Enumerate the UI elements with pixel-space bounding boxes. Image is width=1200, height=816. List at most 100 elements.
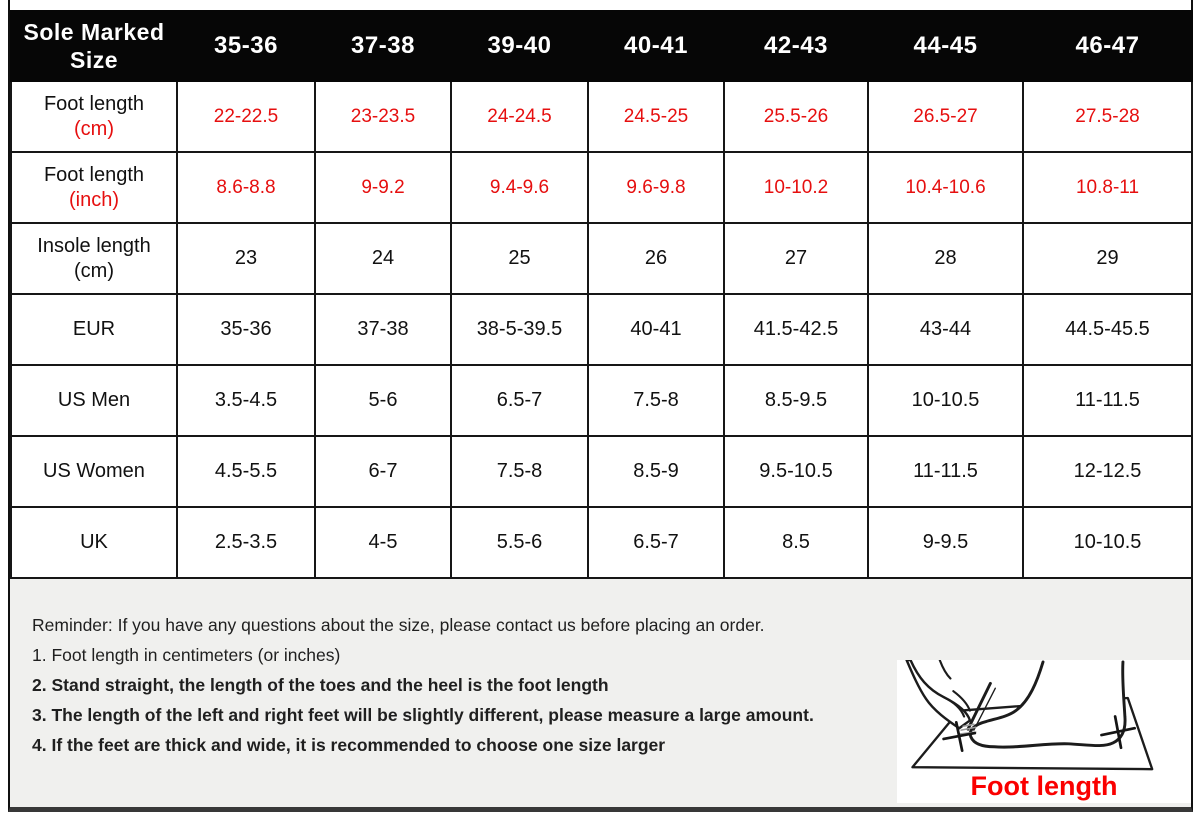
row-label: Foot length (inch) [10,151,178,224]
size-cell: 10.4-10.6 [867,151,1024,224]
size-cell: 4-5 [314,506,452,579]
table-row-foot-length-inch: Foot length (inch) 8.6-8.8 9-9.2 9.4-9.6… [10,151,1193,224]
table-row-uk: UK 2.5-3.5 4-5 5.5-6 6.5-7 8.5 9-9.5 10-… [10,506,1193,579]
table-header-row: Sole Marked Size 35-36 37-38 39-40 40-41… [10,10,1193,82]
size-cell: 24-24.5 [450,80,589,153]
size-cell: 11-11.5 [1022,364,1193,437]
size-cell: 9-9.5 [867,506,1024,579]
table-row-us-women: US Women 4.5-5.5 6-7 7.5-8 8.5-9 9.5-10.… [10,435,1193,508]
size-chart-panel: Sole Marked Size 35-36 37-38 39-40 40-41… [8,0,1193,812]
row-label-text: Insole length [37,234,151,257]
foot-measure-figure: Foot length [897,660,1191,803]
reminder-text: Reminder: If you have any questions abou… [32,615,765,635]
size-cell: 27 [723,222,869,295]
size-cell: 10-10.5 [1022,506,1193,579]
foot-measure-illustration [905,660,1154,771]
size-cell: 8.5-9.5 [723,364,869,437]
corner-header: Sole Marked Size [10,10,178,82]
row-label: UK [10,506,178,579]
size-cell: 44.5-45.5 [1022,293,1193,366]
size-cell: 43-44 [867,293,1024,366]
toe-cross-mark [942,721,977,752]
note-item-4: 4. If the feet are thick and wide, it is… [32,735,666,755]
hand-outline [905,660,972,730]
size-table: Sole Marked Size 35-36 37-38 39-40 40-41… [10,10,1193,579]
size-header: 42-43 [723,10,869,82]
row-label: Insole length (cm) [10,222,178,295]
size-cell: 7.5-8 [450,435,589,508]
size-header: 37-38 [314,10,452,82]
row-label: US Women [10,435,178,508]
size-cell: 26.5-27 [867,80,1024,153]
row-label-unit: (inch) [68,188,119,211]
size-header: 44-45 [867,10,1024,82]
row-label-unit: (cm) [74,117,114,140]
size-cell: 9.5-10.5 [723,435,869,508]
note-item-3: 3. The length of the left and right feet… [32,705,814,725]
size-cell: 35-36 [176,293,316,366]
notes-section: Reminder: If you have any questions abou… [10,579,1191,807]
row-label: US Men [10,364,178,437]
size-cell: 12-12.5 [1022,435,1193,508]
size-header: 35-36 [176,10,316,82]
size-cell: 6.5-7 [450,364,589,437]
size-cell: 5.5-6 [450,506,589,579]
size-cell: 26 [587,222,725,295]
size-cell: 29 [1022,222,1193,295]
heel-cross-mark [1100,715,1136,750]
size-cell: 23-23.5 [314,80,452,153]
row-label: Foot length (cm) [10,80,178,153]
row-label-text: Foot length [43,92,145,115]
table-row-us-men: US Men 3.5-4.5 5-6 6.5-7 7.5-8 8.5-9.5 1… [10,364,1193,437]
size-cell: 28 [867,222,1024,295]
size-cell: 27.5-28 [1022,80,1193,153]
size-cell: 9.6-9.8 [587,151,725,224]
table-row-insole-length: Insole length (cm) 23 24 25 26 27 28 29 [10,222,1193,295]
size-cell: 4.5-5.5 [176,435,316,508]
size-cell: 22-22.5 [176,80,316,153]
size-cell: 8.5 [723,506,869,579]
size-header: 46-47 [1022,10,1193,82]
size-cell: 6-7 [314,435,452,508]
pen-edge [973,687,996,731]
table-row-eur: EUR 35-36 37-38 38-5-39.5 40-41 41.5-42.… [10,293,1193,366]
size-cell: 23 [176,222,316,295]
size-cell: 9-9.2 [314,151,452,224]
size-cell: 6.5-7 [587,506,725,579]
row-label-text: US Women [43,460,145,482]
pen [966,681,992,731]
row-label: EUR [10,293,178,366]
size-cell: 37-38 [314,293,452,366]
row-label-text: UK [80,531,108,553]
note-item-2: 2. Stand straight, the length of the toe… [32,675,609,695]
table-row-foot-length-cm: Foot length (cm) 22-22.5 23-23.5 24-24.5… [10,80,1193,153]
note-item-1: 1. Foot length in centimeters (or inches… [32,645,341,665]
corner-header-line1: Sole Marked [23,19,165,45]
row-label-unit: (cm) [74,259,114,282]
figure-caption: Foot length [970,771,1118,801]
size-cell: 3.5-4.5 [176,364,316,437]
size-cell: 40-41 [587,293,725,366]
size-cell: 11-11.5 [867,435,1024,508]
size-header: 39-40 [450,10,589,82]
size-cell: 38-5-39.5 [450,293,589,366]
size-cell: 8.6-8.8 [176,151,316,224]
size-cell: 9.4-9.6 [450,151,589,224]
size-cell: 10-10.5 [867,364,1024,437]
size-cell: 10.8-11 [1022,151,1193,224]
size-cell: 5-6 [314,364,452,437]
size-cell: 24.5-25 [587,80,725,153]
size-header: 40-41 [587,10,725,82]
size-cell: 10-10.2 [723,151,869,224]
finger-lines [938,660,972,718]
corner-header-line2: Size [69,47,119,73]
foot-outline [968,660,1127,749]
size-cell: 7.5-8 [587,364,725,437]
size-cell: 41.5-42.5 [723,293,869,366]
size-cell: 25.5-26 [723,80,869,153]
row-label-text: US Men [57,389,131,411]
size-cell: 25 [450,222,589,295]
size-cell: 8.5-9 [587,435,725,508]
size-cell: 24 [314,222,452,295]
row-label-text: EUR [72,318,116,340]
